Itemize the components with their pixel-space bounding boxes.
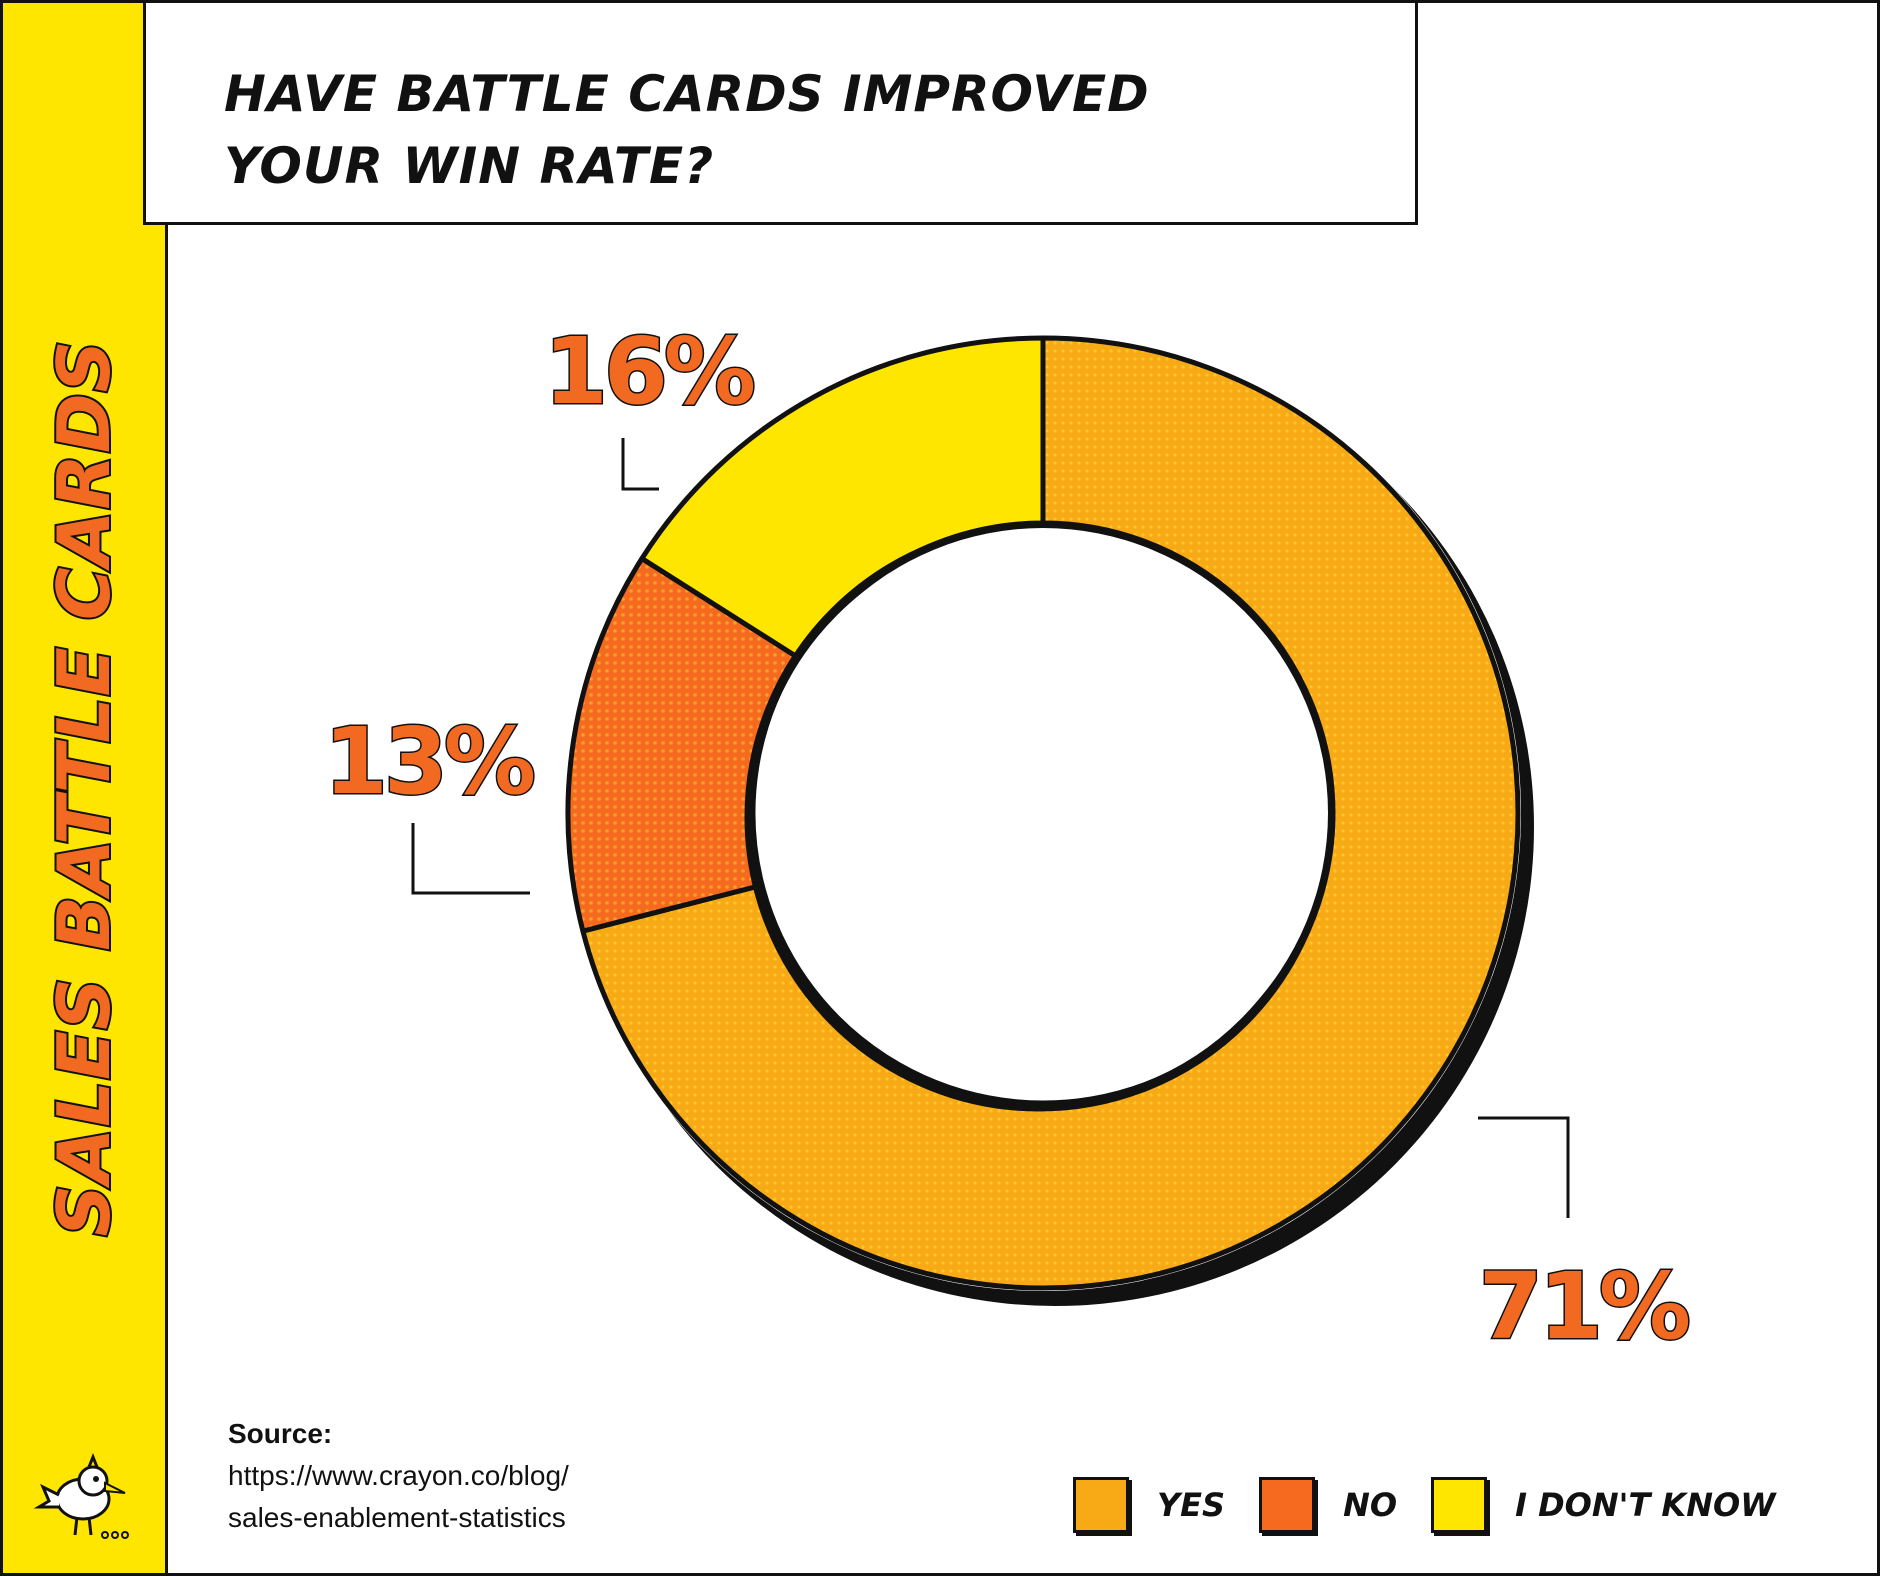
donut-hole <box>758 528 1328 1098</box>
leader-line <box>1478 1116 1570 1218</box>
source-url-line2: sales-enablement-statistics <box>228 1502 566 1533</box>
title-box: HAVE BATTLE CARDS IMPROVED YOUR WIN RATE… <box>143 3 1418 225</box>
donut-inner-ring <box>744 522 1334 1112</box>
chart-title: HAVE BATTLE CARDS IMPROVED YOUR WIN RATE… <box>224 65 1150 195</box>
legend-item-yes: YES <box>1073 1477 1225 1533</box>
legend-swatch-no <box>1259 1477 1316 1533</box>
legend-item-dont-know: I DON'T KNOW <box>1431 1477 1776 1533</box>
value-label-yes: 71% <box>1479 1253 1689 1360</box>
legend-swatch-dont-know <box>1431 1477 1488 1533</box>
legend: YES NO I DON'T KNOW <box>1073 1473 1810 1537</box>
legend-label-yes: YES <box>1157 1486 1226 1524</box>
leader-line <box>411 823 530 895</box>
mascot-bird-icon <box>33 1451 143 1546</box>
value-label-no: 13% <box>324 708 534 815</box>
source-url-line1: https://www.crayon.co/blog/ <box>228 1460 569 1491</box>
donut-chart: 71% 13% 16% <box>322 317 1694 1362</box>
source-label: Source: <box>228 1418 333 1449</box>
legend-swatch-yes <box>1073 1477 1129 1533</box>
value-label-dont-know: 16% <box>544 318 754 425</box>
side-band: SALES BATTLE CARDS <box>3 3 168 1573</box>
legend-item-no: NO <box>1259 1477 1397 1533</box>
legend-label-dont-know: I DON'T KNOW <box>1515 1486 1776 1524</box>
legend-label-no: NO <box>1343 1486 1398 1524</box>
source-note: Source: https://www.crayon.co/blog/ sale… <box>228 1413 569 1539</box>
leader-line <box>621 438 659 491</box>
